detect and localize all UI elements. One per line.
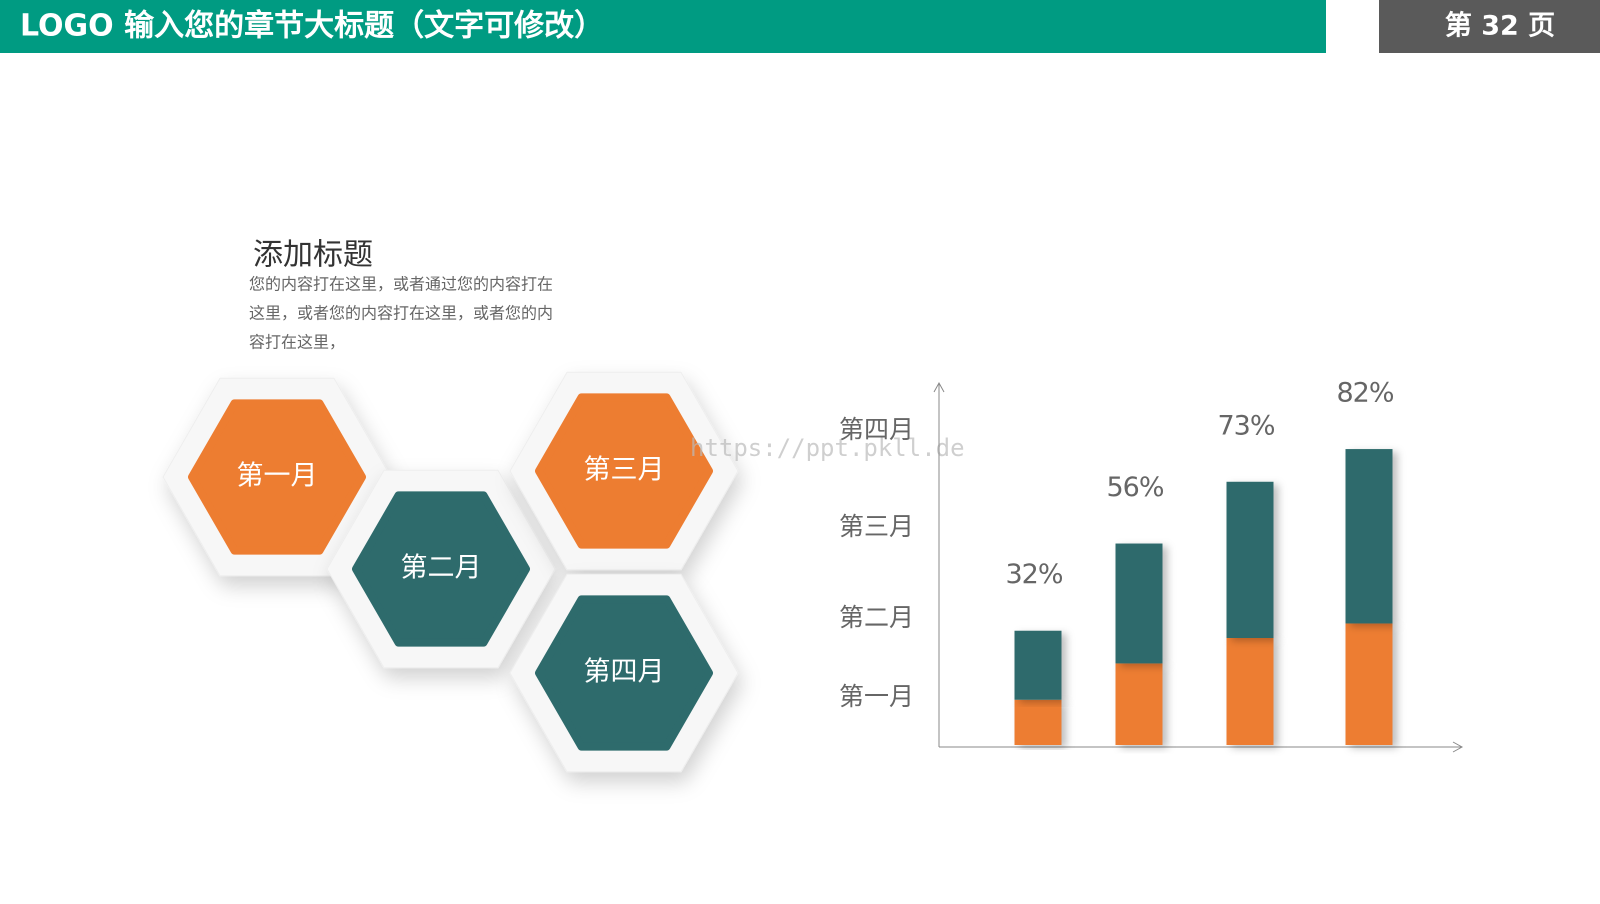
page-number: 第 32 页	[1445, 10, 1555, 42]
bar-segment	[1115, 543, 1163, 664]
y-category-label: 第四月	[839, 415, 914, 444]
y-category-label: 第三月	[839, 512, 914, 541]
header-title: LOGO 输入您的章节大标题（文字可修改）	[20, 9, 604, 44]
value-label: 32%	[1005, 559, 1062, 590]
bar-segment	[1226, 638, 1274, 745]
y-category-label: 第二月	[839, 603, 914, 632]
hexagon	[188, 399, 366, 555]
body-line: 这里，或者您的内容打在这里，或者您的内	[249, 304, 553, 323]
x-arrow	[1452, 741, 1464, 753]
value-label: 73%	[1217, 410, 1274, 441]
hexagon-label: 第四月	[584, 657, 665, 688]
block-title: 添加标题	[253, 238, 373, 273]
hexagon	[535, 393, 713, 549]
value-label: 82%	[1336, 378, 1393, 409]
bar-segment	[1226, 481, 1274, 638]
bar-segment	[1345, 623, 1393, 745]
bar-chart: 第一月 第二月 第三月 第四月 32% 56% 73% 82%	[839, 378, 1464, 753]
y-arrow	[933, 381, 945, 393]
hexagon	[535, 595, 713, 751]
y-category-label: 第一月	[839, 682, 914, 711]
hexagon	[352, 491, 530, 647]
hexagon-label: 第二月	[401, 553, 482, 584]
bar-segment	[1014, 630, 1062, 700]
header-bar	[0, 0, 1326, 53]
bar-segment	[1115, 663, 1163, 745]
hexagon-label: 第一月	[237, 461, 318, 492]
watermark: https://ppt.pkll.de	[690, 434, 965, 462]
bar-segment	[1345, 449, 1393, 624]
bar-segment	[1014, 699, 1062, 745]
hexagon-label: 第三月	[584, 455, 665, 486]
page-box	[1379, 0, 1600, 53]
body-line: 您的内容打在这里，或者通过您的内容打在	[249, 275, 553, 294]
value-label: 56%	[1106, 472, 1163, 503]
body-line: 容打在这里，	[249, 333, 345, 352]
